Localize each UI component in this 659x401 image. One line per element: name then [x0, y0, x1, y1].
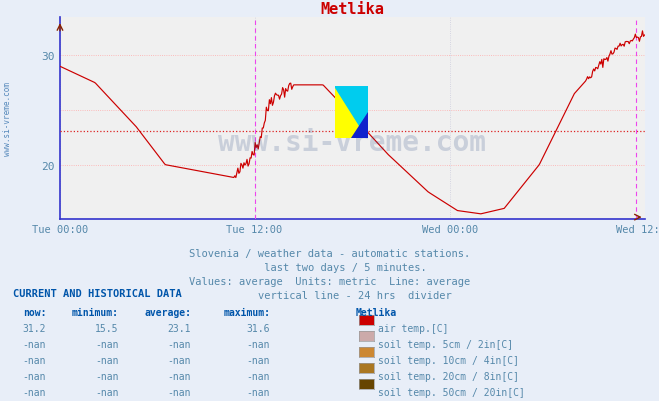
Polygon shape: [335, 87, 368, 139]
Text: minimum:: minimum:: [72, 307, 119, 317]
Text: www.si-vreme.com: www.si-vreme.com: [218, 129, 486, 157]
Text: 31.6: 31.6: [246, 323, 270, 333]
Text: -nan: -nan: [246, 339, 270, 349]
Text: -nan: -nan: [167, 371, 191, 381]
Text: maximum:: maximum:: [223, 307, 270, 317]
Polygon shape: [351, 113, 368, 139]
Text: -nan: -nan: [95, 355, 119, 365]
Text: www.si-vreme.com: www.si-vreme.com: [3, 82, 13, 156]
Text: soil temp. 50cm / 20in[C]: soil temp. 50cm / 20in[C]: [378, 387, 525, 397]
Text: -nan: -nan: [246, 371, 270, 381]
Text: now:: now:: [22, 307, 46, 317]
Text: 15.5: 15.5: [95, 323, 119, 333]
Text: Metlika: Metlika: [356, 307, 397, 317]
Text: -nan: -nan: [22, 355, 46, 365]
Text: -nan: -nan: [246, 387, 270, 397]
Polygon shape: [335, 87, 368, 139]
Text: -nan: -nan: [167, 387, 191, 397]
Text: soil temp. 5cm / 2in[C]: soil temp. 5cm / 2in[C]: [378, 339, 513, 349]
Text: -nan: -nan: [167, 355, 191, 365]
Text: -nan: -nan: [95, 339, 119, 349]
Text: -nan: -nan: [95, 371, 119, 381]
Text: 31.2: 31.2: [22, 323, 46, 333]
Text: -nan: -nan: [22, 371, 46, 381]
Text: -nan: -nan: [22, 387, 46, 397]
Text: -nan: -nan: [95, 387, 119, 397]
Text: average:: average:: [144, 307, 191, 317]
Text: -nan: -nan: [22, 339, 46, 349]
Title: Metlika: Metlika: [320, 2, 384, 17]
Text: air temp.[C]: air temp.[C]: [378, 323, 448, 333]
Text: -nan: -nan: [167, 339, 191, 349]
Text: CURRENT AND HISTORICAL DATA: CURRENT AND HISTORICAL DATA: [13, 289, 182, 299]
Text: soil temp. 10cm / 4in[C]: soil temp. 10cm / 4in[C]: [378, 355, 519, 365]
Text: 23.1: 23.1: [167, 323, 191, 333]
Text: -nan: -nan: [246, 355, 270, 365]
Text: Slovenia / weather data - automatic stations.
     last two days / 5 minutes.
Va: Slovenia / weather data - automatic stat…: [189, 249, 470, 300]
Text: soil temp. 20cm / 8in[C]: soil temp. 20cm / 8in[C]: [378, 371, 519, 381]
